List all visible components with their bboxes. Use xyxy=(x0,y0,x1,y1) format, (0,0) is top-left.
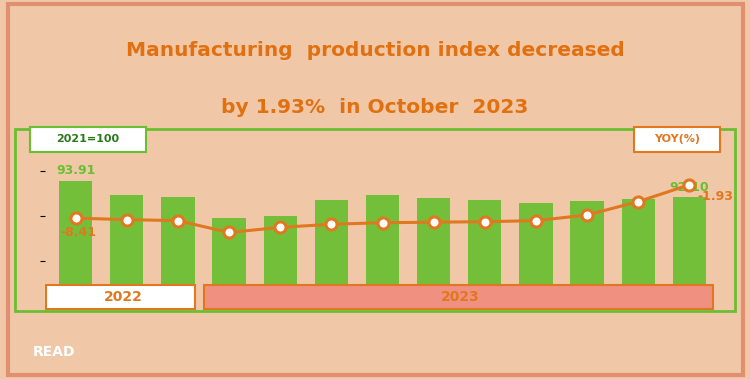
Bar xyxy=(673,197,706,379)
Bar xyxy=(519,202,553,379)
Bar xyxy=(315,200,348,379)
Text: 2023: 2023 xyxy=(441,290,480,304)
Text: YOY(%): YOY(%) xyxy=(654,134,700,144)
Text: Manufacturing  production index decreased: Manufacturing production index decreased xyxy=(125,41,624,60)
Bar xyxy=(212,218,246,379)
Text: 92.10: 92.10 xyxy=(670,180,710,194)
Bar xyxy=(366,195,399,379)
Text: 93.91: 93.91 xyxy=(56,164,95,177)
Text: READ: READ xyxy=(32,346,75,359)
Bar xyxy=(263,216,297,379)
Bar xyxy=(468,200,502,379)
Text: -8.41: -8.41 xyxy=(60,226,96,239)
Text: 2021=100: 2021=100 xyxy=(56,134,120,144)
Bar xyxy=(417,198,450,379)
Text: 2022: 2022 xyxy=(104,290,142,304)
Bar xyxy=(622,199,655,379)
Bar xyxy=(59,181,92,379)
Bar xyxy=(204,285,713,309)
Text: -1.93: -1.93 xyxy=(697,190,733,203)
Bar xyxy=(46,285,195,309)
Bar xyxy=(571,201,604,379)
Bar xyxy=(161,197,194,379)
Bar xyxy=(110,195,143,379)
Text: by 1.93%  in October  2023: by 1.93% in October 2023 xyxy=(221,97,529,116)
